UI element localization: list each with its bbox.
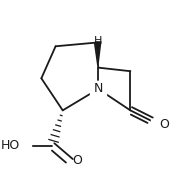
Polygon shape (94, 36, 102, 68)
Bar (9, 138, 31, 154)
Text: HO: HO (1, 139, 20, 153)
Text: N: N (94, 82, 103, 96)
Bar (92, 31, 105, 40)
Bar (69, 161, 85, 173)
Bar (90, 83, 106, 95)
Bar (151, 119, 167, 131)
Text: H: H (94, 36, 102, 46)
Text: O: O (72, 154, 82, 167)
Text: O: O (159, 118, 169, 131)
